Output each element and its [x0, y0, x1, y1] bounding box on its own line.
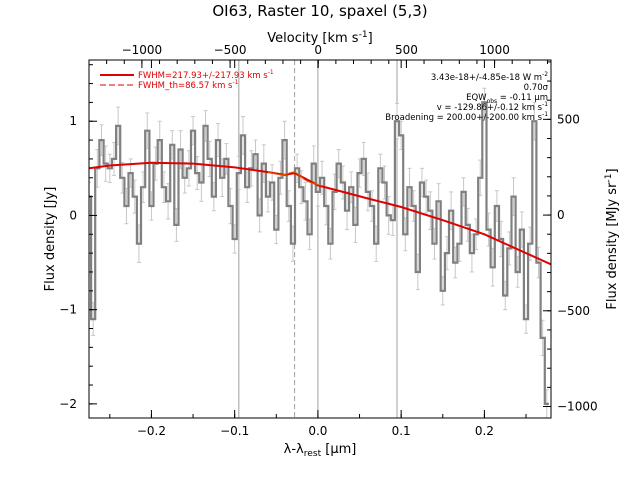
x-tick-label: 0.2 — [475, 424, 494, 438]
annotation-flux: 3.43e-18+/-4.85e-18 W m-2 — [431, 71, 548, 83]
x-tick-label: −0.2 — [137, 424, 166, 438]
top-tick-label: 1000 — [479, 43, 510, 57]
annotation-sigma: 0.70σ — [524, 83, 549, 93]
y-tick-label: −1 — [59, 303, 77, 317]
y-tick-label: 1 — [69, 114, 77, 128]
chart-title: OI63, Raster 10, spaxel (5,3) — [212, 2, 427, 20]
fit-line — [89, 161, 551, 266]
top-axis-label: Velocity [km s-1] — [267, 30, 372, 46]
annotation-velocity: v = -129.86+/-0.12 km s-1 — [437, 101, 549, 113]
annotation-broadening: Broadening = 200.00+/-200.00 km s-1 — [385, 111, 548, 123]
top-tick-label: 0 — [314, 43, 322, 57]
top-tick-label: 500 — [395, 43, 418, 57]
right-tick-label: 0 — [557, 208, 565, 222]
right-tick-label: 500 — [557, 112, 580, 126]
right-tick-label: −500 — [557, 304, 590, 318]
top-tick-label: −1000 — [122, 43, 163, 57]
y-tick-label: −2 — [59, 397, 77, 411]
right-axis-label: Flux density [MJy sr-1] — [604, 168, 620, 309]
legend-label-0: FWHM=217.93+/-217.93 km s-1 — [138, 69, 274, 81]
x-tick-label: 0.0 — [308, 424, 327, 438]
x-axis-label: λ-λrest [μm] — [284, 442, 357, 459]
data-layer — [89, 87, 551, 418]
plot-frame — [88, 59, 552, 419]
legend-label-1: FWHM_th=86.57 km s-1 — [138, 79, 239, 91]
spectrum-step-line — [89, 101, 549, 405]
annotation-eqw: EQWobs = -0.11 μm — [466, 93, 548, 105]
fit-component-line — [267, 171, 323, 187]
right-tick-label: −1000 — [557, 400, 598, 414]
y-axis-label: Flux density [Jy] — [43, 187, 58, 292]
x-tick-label: −0.1 — [220, 424, 249, 438]
y-tick-label: 0 — [69, 208, 77, 222]
top-tick-label: −500 — [214, 43, 247, 57]
x-tick-label: 0.1 — [392, 424, 411, 438]
plot-area: −0.2 −0.1 0.0 0.1 0.2 −2 −1 0 1 −1000 −500 0 500 1000… — [43, 30, 620, 459]
